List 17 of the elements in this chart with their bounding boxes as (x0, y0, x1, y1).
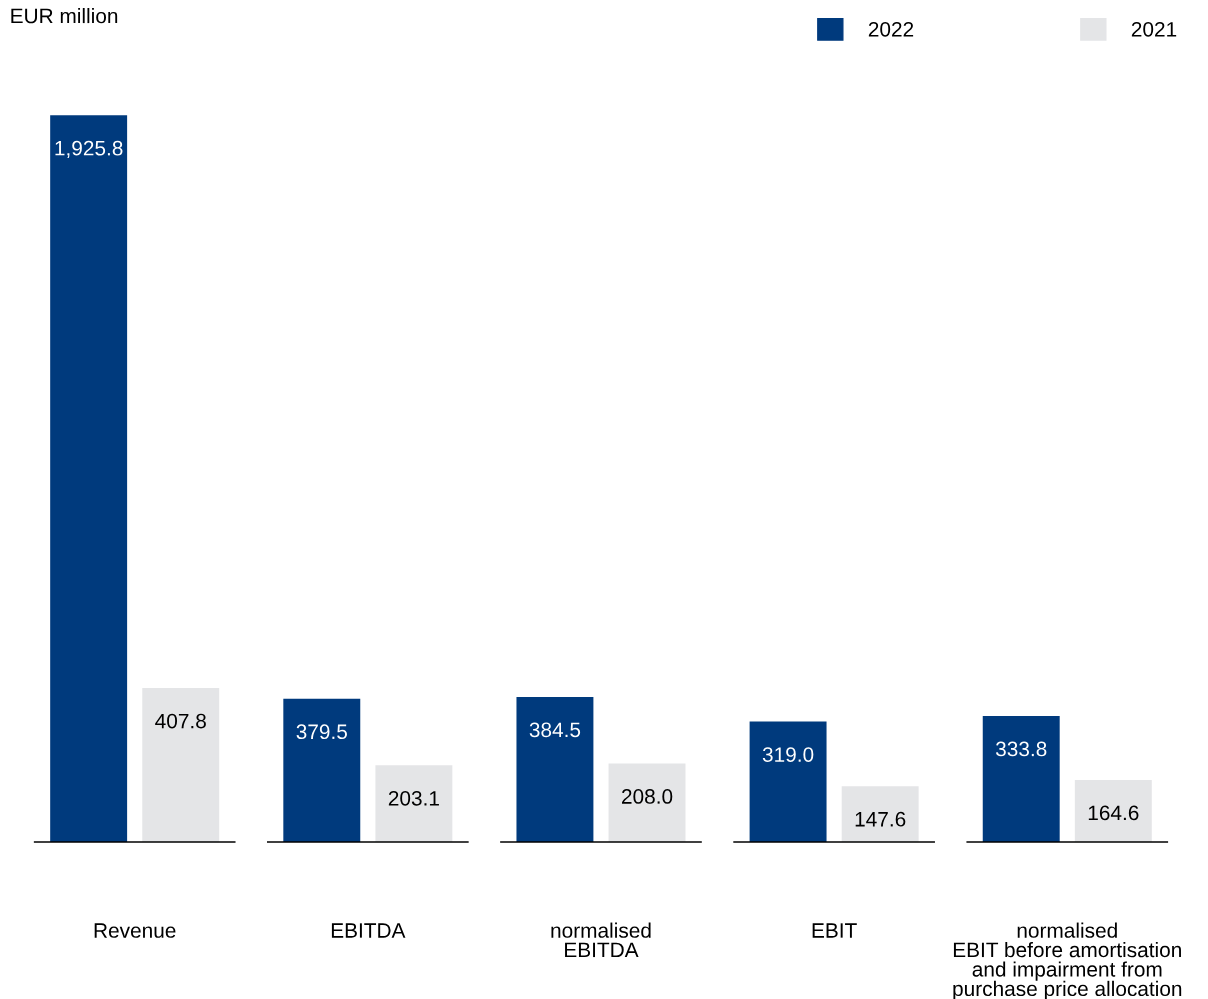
data-label: 208.0 (622, 789, 673, 804)
legend-label: 2021 (1131, 21, 1177, 37)
x-tick-label: Revenue (94, 923, 176, 938)
data-label: 384.5 (529, 722, 581, 738)
data-label: 203.1 (388, 790, 439, 806)
x-tick-label: normalised EBITDA (551, 922, 651, 958)
x-tick-label: EBITDA (331, 923, 406, 938)
legend-label: 2022 (868, 21, 914, 37)
data-label: 164.6 (1088, 805, 1139, 821)
data-label: 379.5 (296, 724, 347, 740)
y-axis-title: EUR million (11, 7, 118, 24)
data-label: 319.0 (762, 747, 814, 762)
data-label: 147.6 (855, 811, 906, 827)
data-label: 333.8 (995, 741, 1047, 757)
x-tick-label: EBIT (812, 923, 857, 938)
data-label: 1,925.8 (55, 140, 123, 159)
data-label: 407.8 (155, 713, 206, 729)
